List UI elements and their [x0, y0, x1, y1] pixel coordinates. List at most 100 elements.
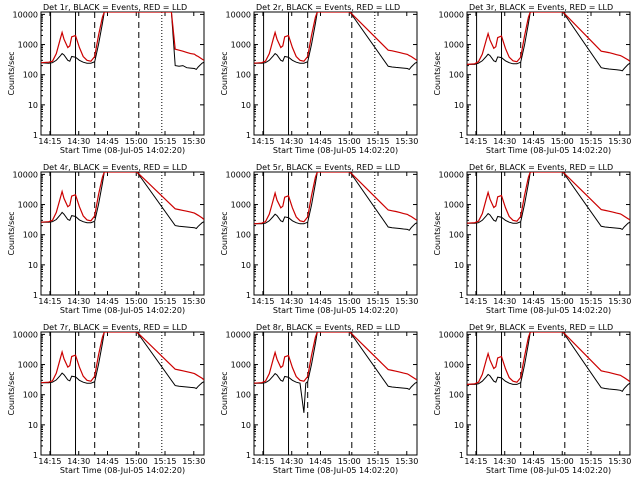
x-tick-label: 14:30 — [493, 297, 516, 306]
lld-series-line — [467, 172, 630, 224]
y-tick-label: 1 — [459, 131, 464, 140]
x-tick-label: 14:30 — [280, 297, 303, 306]
x-tick-label: 14:45 — [96, 457, 119, 466]
events-series-line — [254, 332, 417, 413]
plot-frame — [253, 171, 418, 296]
y-tick-label: 10000 — [439, 10, 464, 19]
y-axis-label: Counts/sec — [433, 371, 442, 415]
lld-series-line — [41, 332, 204, 384]
panel-title: Det 1r, BLACK = Events, RED = LLD — [43, 3, 187, 12]
x-tick-label: 14:15 — [251, 137, 274, 146]
events-series-line — [254, 172, 417, 231]
y-axis-label: Counts/sec — [220, 51, 229, 95]
x-tick-label: 15:30 — [608, 457, 631, 466]
events-series-line — [467, 172, 630, 231]
y-tick-label: 100 — [236, 71, 251, 80]
y-axis-label: Counts/sec — [433, 51, 442, 95]
y-tick-label: 10 — [241, 101, 251, 110]
x-tick-label: 15:00 — [338, 457, 361, 466]
x-tick-label: 14:15 — [464, 137, 487, 146]
y-tick-label: 10 — [241, 421, 251, 430]
x-tick-label: 14:45 — [522, 297, 545, 306]
x-tick-label: 15:15 — [366, 297, 389, 306]
x-tick-label: 14:45 — [309, 457, 332, 466]
y-tick-label: 1000 — [231, 361, 251, 370]
x-axis-label: Start Time (08-Jul-05 14:02:20) — [486, 306, 611, 315]
x-tick-label: 14:45 — [522, 137, 545, 146]
y-tick-label: 10 — [454, 101, 464, 110]
panel-title: Det 3r, BLACK = Events, RED = LLD — [469, 3, 613, 12]
plot-frame — [253, 11, 418, 136]
panel-title: Det 4r, BLACK = Events, RED = LLD — [43, 163, 187, 172]
panel-title: Det 2r, BLACK = Events, RED = LLD — [256, 3, 400, 12]
x-tick-label: 15:15 — [579, 297, 602, 306]
y-axis-label: Counts/sec — [220, 211, 229, 255]
x-tick-label: 15:15 — [366, 457, 389, 466]
x-tick-label: 14:15 — [251, 297, 274, 306]
x-tick-label: 15:15 — [153, 457, 176, 466]
y-tick-label: 100 — [23, 71, 38, 80]
x-axis-label: Start Time (08-Jul-05 14:02:20) — [60, 466, 185, 475]
lld-series-line — [467, 332, 630, 385]
lld-series-line — [254, 172, 417, 225]
x-tick-label: 14:30 — [67, 137, 90, 146]
events-series-line — [41, 332, 204, 390]
lld-series-line — [254, 332, 417, 384]
y-tick-label: 1 — [459, 451, 464, 460]
y-tick-label: 100 — [23, 391, 38, 400]
detector-panel-8: Det 8r, BLACK = Events, RED = LLD 1 10 100 1… — [220, 323, 418, 475]
y-tick-label: 1 — [246, 451, 251, 460]
x-tick-label: 15:00 — [125, 457, 148, 466]
x-tick-label: 15:30 — [608, 137, 631, 146]
y-tick-label: 10000 — [226, 170, 251, 179]
x-axis-label: Start Time (08-Jul-05 14:02:20) — [273, 306, 398, 315]
x-tick-label: 14:45 — [309, 137, 332, 146]
detector-panel-1: Det 1r, BLACK = Events, RED = LLD 1 10 100 1… — [7, 3, 205, 155]
y-axis-label: Counts/sec — [7, 371, 16, 415]
y-tick-label: 10000 — [13, 330, 38, 339]
x-tick-label: 14:45 — [96, 297, 119, 306]
x-tick-label: 15:30 — [395, 137, 418, 146]
x-tick-label: 14:45 — [522, 457, 545, 466]
x-tick-label: 15:30 — [182, 137, 205, 146]
x-tick-label: 14:15 — [464, 457, 487, 466]
y-tick-label: 100 — [236, 391, 251, 400]
y-axis-label: Counts/sec — [7, 211, 16, 255]
plot-frame — [40, 331, 205, 456]
x-tick-label: 14:30 — [67, 297, 90, 306]
x-tick-label: 15:00 — [551, 457, 574, 466]
x-tick-label: 15:30 — [395, 297, 418, 306]
x-tick-label: 14:15 — [251, 457, 274, 466]
y-tick-label: 10 — [454, 261, 464, 270]
y-tick-label: 1 — [33, 131, 38, 140]
x-tick-label: 15:30 — [608, 297, 631, 306]
y-tick-label: 10 — [454, 421, 464, 430]
x-tick-label: 15:15 — [366, 137, 389, 146]
y-tick-label: 10 — [28, 421, 38, 430]
x-tick-label: 15:00 — [125, 297, 148, 306]
detector-panel-2: Det 2r, BLACK = Events, RED = LLD 1 10 100 1… — [220, 3, 418, 155]
y-tick-label: 1000 — [18, 201, 38, 210]
x-tick-label: 15:30 — [395, 457, 418, 466]
lld-series-line — [41, 12, 204, 64]
detector-panel-6: Det 6r, BLACK = Events, RED = LLD 1 10 100 1… — [433, 163, 631, 315]
y-tick-label: 1 — [33, 451, 38, 460]
y-tick-label: 10000 — [439, 170, 464, 179]
x-axis-label: Start Time (08-Jul-05 14:02:20) — [273, 466, 398, 475]
detector-panel-4: Det 4r, BLACK = Events, RED = LLD 1 10 100 1… — [7, 163, 205, 315]
panel-title: Det 8r, BLACK = Events, RED = LLD — [256, 323, 400, 332]
y-tick-label: 1000 — [444, 201, 464, 210]
y-tick-label: 10000 — [13, 170, 38, 179]
x-tick-label: 14:30 — [67, 457, 90, 466]
x-tick-label: 14:30 — [280, 457, 303, 466]
panel-title: Det 5r, BLACK = Events, RED = LLD — [256, 163, 400, 172]
y-tick-label: 10000 — [226, 10, 251, 19]
events-series-line — [254, 12, 417, 71]
events-series-line — [41, 172, 204, 230]
y-tick-label: 100 — [449, 231, 464, 240]
x-tick-label: 14:15 — [38, 457, 61, 466]
y-tick-label: 100 — [23, 231, 38, 240]
x-tick-label: 15:15 — [579, 137, 602, 146]
y-tick-label: 10 — [28, 101, 38, 110]
